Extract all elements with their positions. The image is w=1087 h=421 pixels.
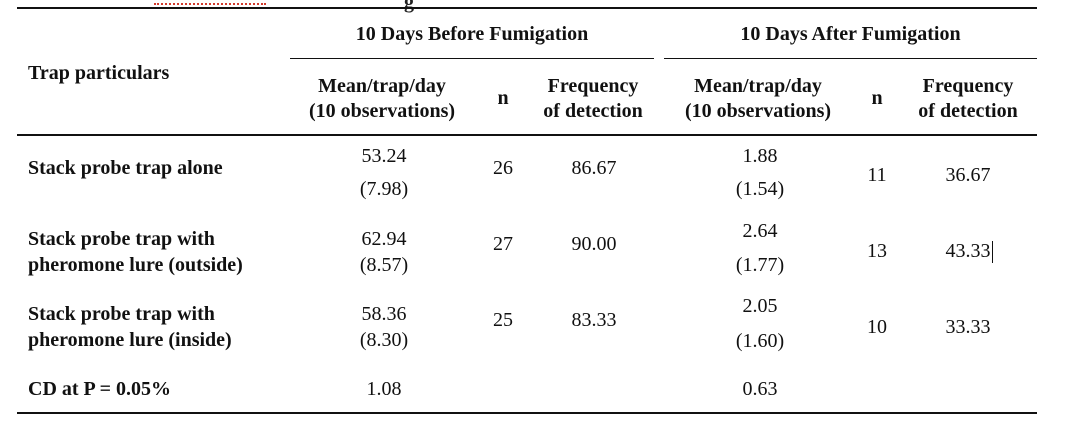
row-label: Stack probe trap with: [28, 303, 215, 325]
before-frequency: 83.33: [571, 309, 617, 331]
before-n: 25: [493, 309, 513, 331]
text-cursor: [992, 241, 993, 263]
row-label: pheromone lure (outside): [28, 254, 243, 276]
after-frequency: 33.33: [945, 316, 991, 338]
header-bottom-rule: [17, 134, 1037, 136]
header-before-fumigation: 10 Days Before Fumigation: [355, 23, 589, 45]
after-frequency: 43.33: [945, 240, 991, 262]
group-rule-after: [664, 58, 1037, 59]
before-sd: (8.30): [359, 329, 409, 351]
group-rule-before: [290, 58, 654, 59]
table-bottom-rule: [17, 412, 1037, 414]
row-label: pheromone lure (inside): [28, 329, 232, 351]
after-mean: 2.64: [742, 220, 778, 242]
cd-label: CD at P = 0.05%: [28, 378, 172, 400]
header-after-fumigation: 10 Days After Fumigation: [740, 23, 961, 45]
before-frequency: 86.67: [571, 157, 617, 179]
before-sd: (7.98): [359, 178, 409, 200]
before-mean: 58.36: [361, 303, 407, 325]
clipped-text-fragment: g: [404, 0, 414, 14]
header-before-frequency: Frequency of detection: [543, 75, 643, 122]
table-top-rule: [17, 7, 1037, 9]
after-n: 11: [867, 164, 887, 186]
before-mean: 62.94: [361, 228, 407, 250]
after-mean: 2.05: [742, 295, 778, 317]
after-sd: (1.60): [735, 330, 785, 352]
after-sd: (1.77): [735, 254, 785, 276]
after-sd: (1.54): [735, 178, 785, 200]
header-before-mean: Mean/trap/day (10 observations): [308, 75, 456, 122]
before-mean: 53.24: [361, 145, 407, 167]
before-frequency: 90.00: [571, 233, 617, 255]
cd-after: 0.63: [742, 378, 778, 400]
row-label: Stack probe trap alone: [28, 157, 223, 179]
after-n: 13: [867, 240, 887, 262]
after-n: 10: [867, 316, 887, 338]
before-n: 27: [493, 233, 513, 255]
after-mean: 1.88: [742, 145, 778, 167]
after-frequency: 36.67: [945, 164, 991, 186]
spellcheck-underline: [154, 0, 266, 5]
header-after-frequency: Frequency of detection: [918, 75, 1018, 122]
row-label: Stack probe trap with: [28, 228, 215, 250]
before-sd: (8.57): [359, 254, 409, 276]
cd-before: 1.08: [366, 378, 402, 400]
header-before-n: n: [497, 87, 509, 109]
header-after-n: n: [871, 87, 883, 109]
header-after-mean: Mean/trap/day (10 observations): [684, 75, 832, 122]
before-n: 26: [493, 157, 513, 179]
header-trap-particulars: Trap particulars: [28, 62, 170, 84]
